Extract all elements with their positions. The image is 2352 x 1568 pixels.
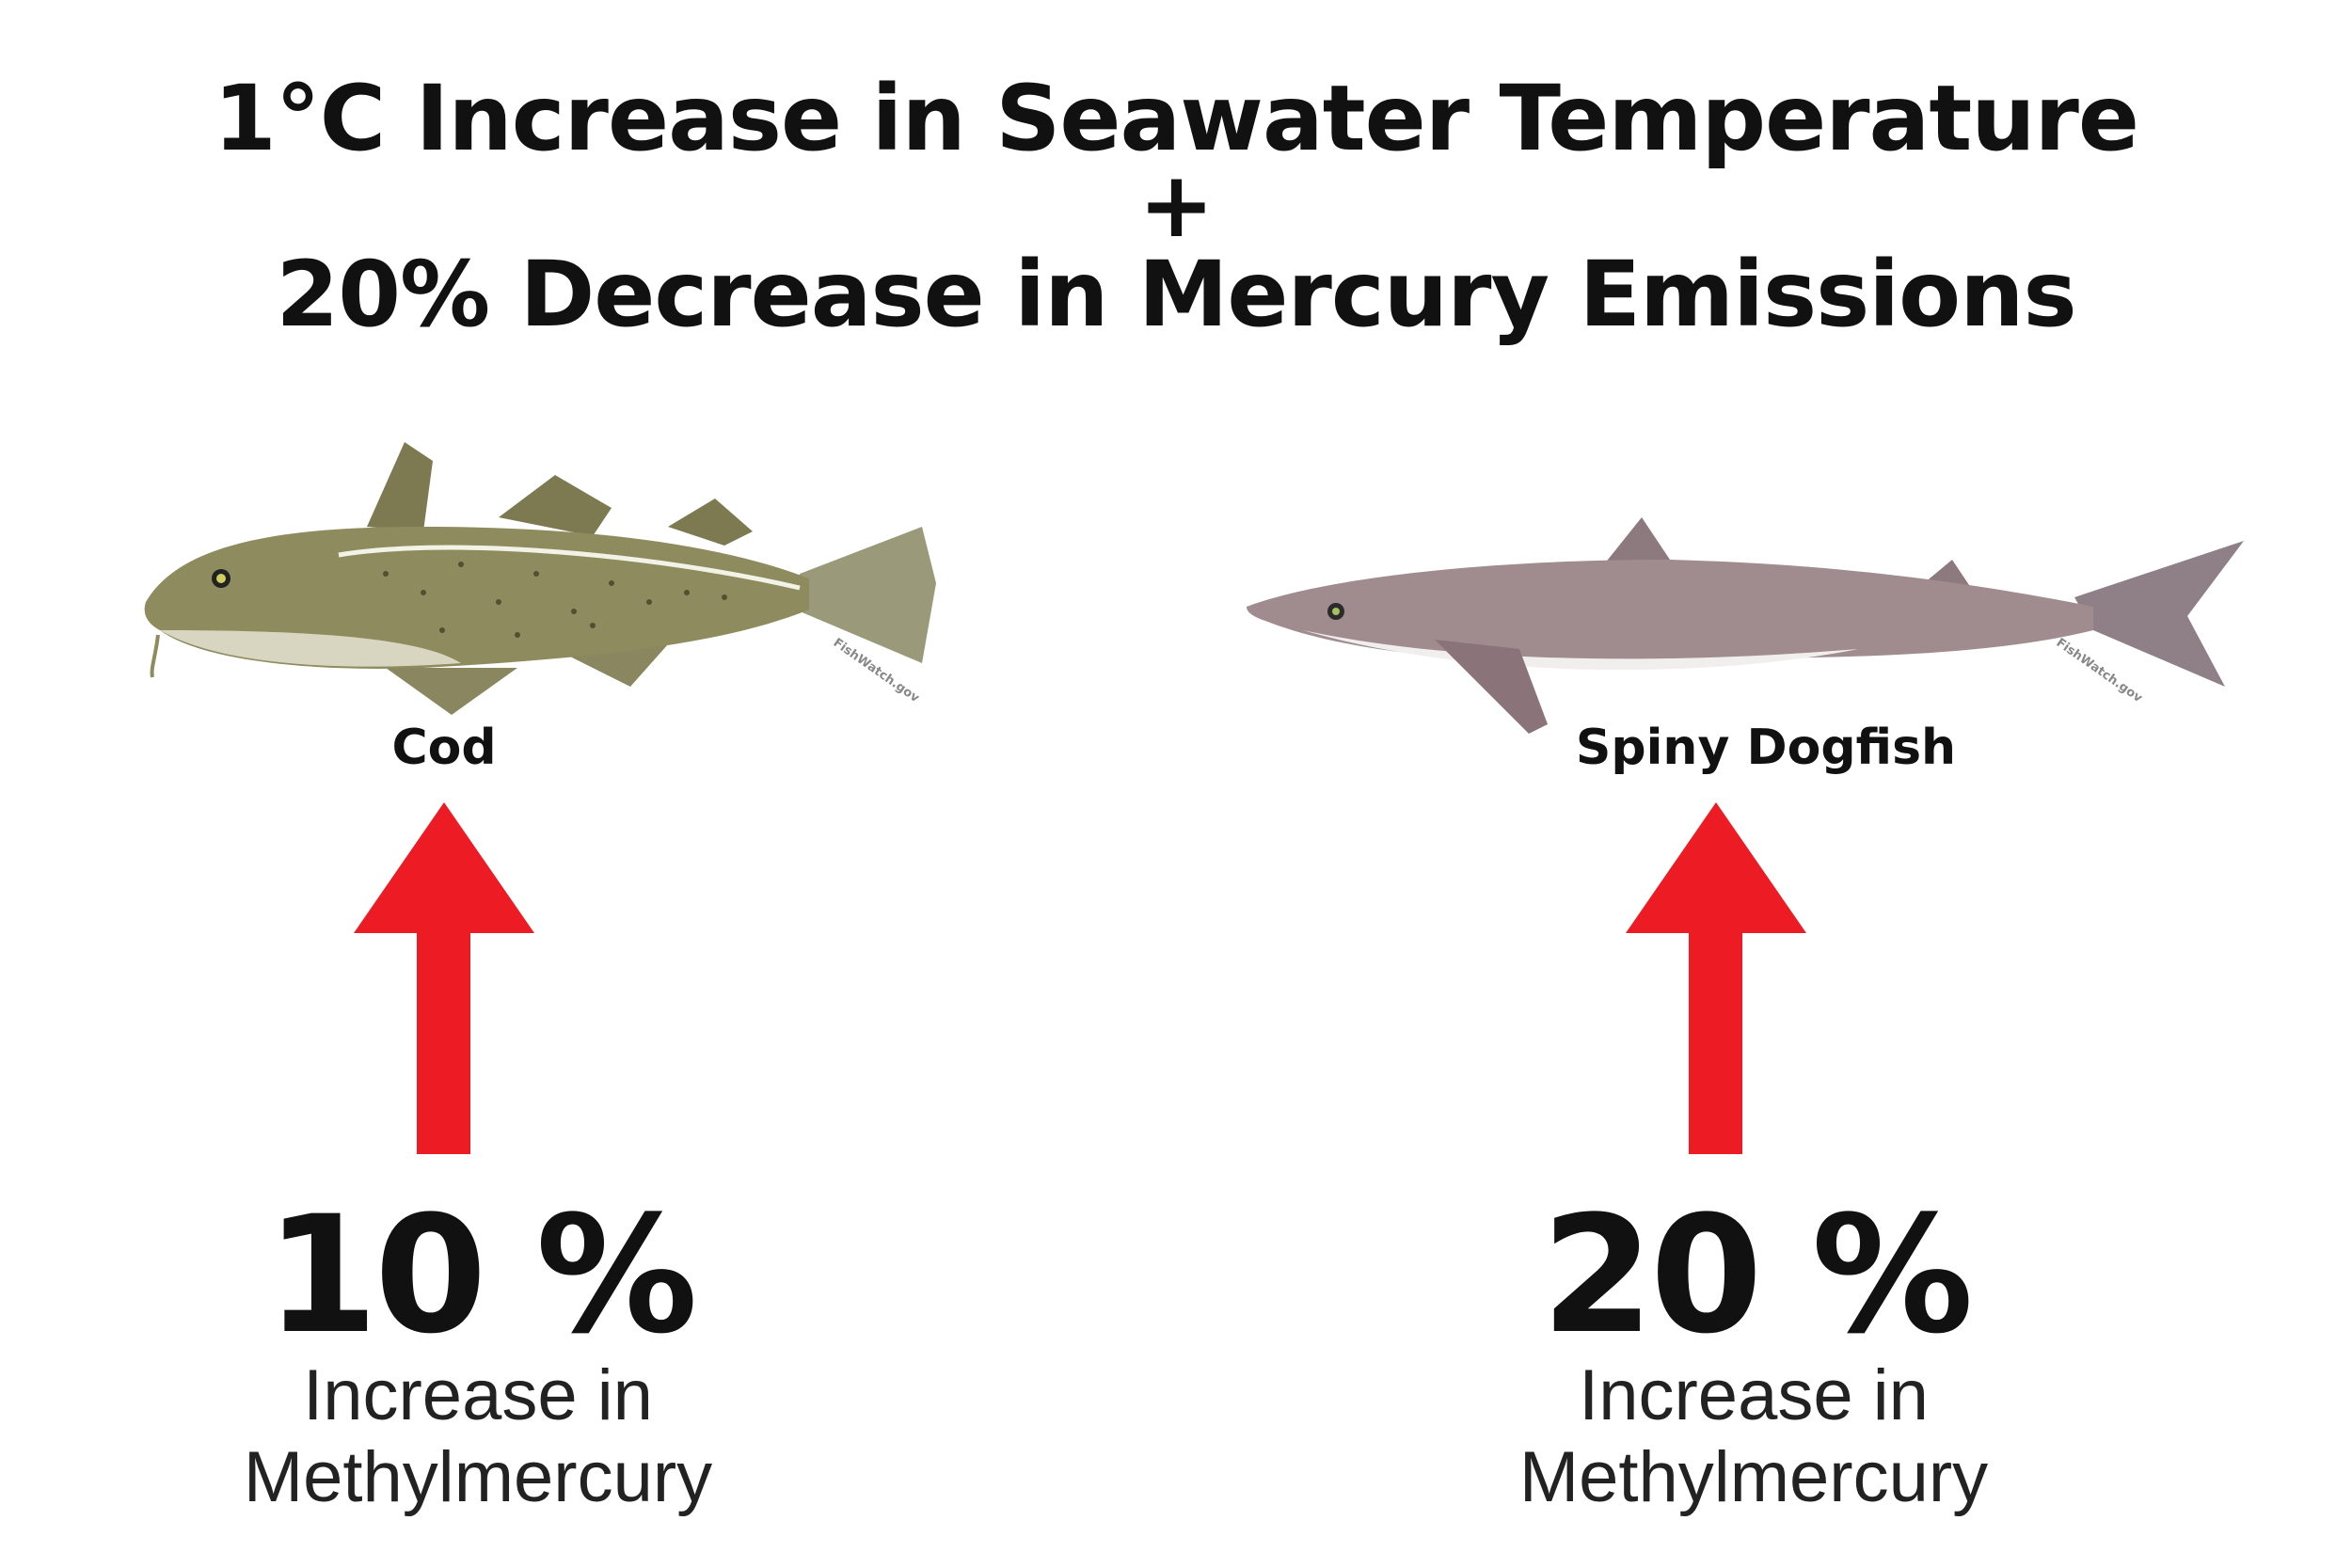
title-plus: + (1138, 152, 1214, 258)
spiny-dogfish-label: Spiny Dogfish (1575, 720, 1957, 776)
dogfish-desc-line-1: Increase in (1579, 1355, 1929, 1435)
cod-description: Increase in Methylmercury (244, 1354, 712, 1519)
spiny-dogfish-illustration: FishWatch.gov (1247, 517, 2244, 734)
cod-label: Cod (391, 720, 497, 776)
title-line-1: 1°C Increase in Seawater Temperature (214, 66, 2139, 171)
dogfish-desc-line-2: Methylmercury (1518, 1437, 1989, 1518)
cod-up-arrow-icon (354, 802, 534, 1154)
dogfish-up-arrow-icon (1626, 802, 1806, 1154)
cod-desc-line-1: Increase in (303, 1355, 653, 1435)
cod-illustration: FishWatch.gov (144, 442, 936, 715)
cod-desc-line-2: Methylmercury (243, 1437, 713, 1518)
dogfish-description: Increase in Methylmercury (1519, 1354, 1988, 1519)
title-line-2: 20% Decrease in Mercury Emissions (276, 242, 2076, 347)
cod-percent-change: 10 % (265, 1180, 698, 1370)
dogfish-percent-change: 20 % (1541, 1180, 1974, 1370)
